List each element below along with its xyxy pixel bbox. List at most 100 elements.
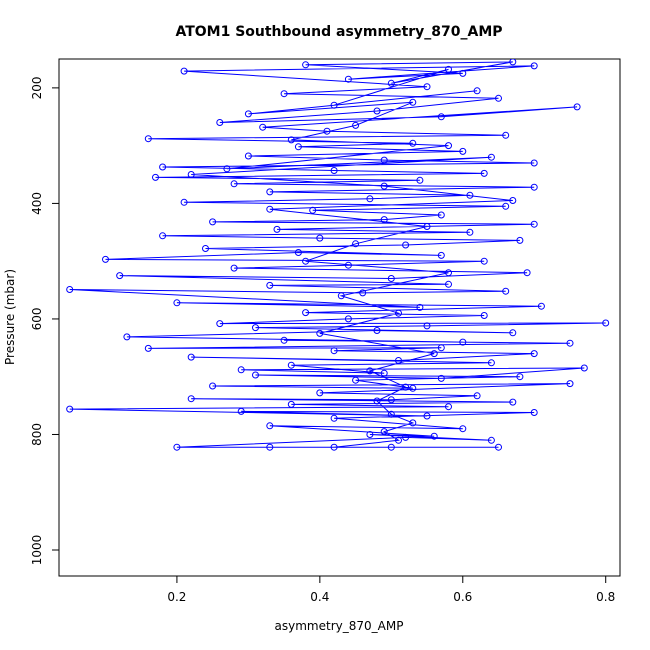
data-point: [216, 119, 224, 126]
data-point: [530, 62, 538, 70]
data-point: [330, 167, 338, 174]
data-point: [230, 264, 238, 272]
data-point: [416, 303, 424, 311]
data-point: [487, 436, 495, 444]
data-point: [359, 289, 367, 297]
data-point: [437, 251, 445, 259]
y-axis-label: Pressure (mbar): [3, 269, 17, 365]
data-point: [330, 101, 338, 109]
data-point: [266, 188, 274, 196]
data-point: [187, 353, 195, 361]
data-point: [352, 376, 360, 384]
data-point: [430, 432, 438, 440]
data-point: [330, 414, 338, 422]
data-point: [287, 361, 295, 369]
data-point: [144, 135, 152, 143]
data-layer: [66, 59, 610, 451]
y-tick-label: 600: [30, 307, 44, 330]
data-point: [237, 407, 245, 415]
data-point: [416, 176, 424, 184]
data-point: [230, 180, 238, 188]
data-point: [273, 225, 281, 233]
data-point: [409, 419, 417, 427]
data-point: [409, 139, 417, 147]
data-point: [473, 87, 481, 95]
x-tick-label: 0.2: [167, 590, 186, 604]
data-point: [459, 425, 467, 433]
data-point: [487, 359, 495, 367]
data-point: [173, 443, 181, 451]
x-axis-label: asymmetry_870_AMP: [275, 619, 404, 633]
series-line: [69, 61, 606, 448]
data-point: [380, 428, 388, 436]
data-point: [509, 398, 517, 406]
data-point: [480, 169, 488, 177]
data-point: [323, 127, 331, 135]
data-point: [159, 163, 167, 171]
data-point: [337, 292, 345, 300]
data-point: [302, 309, 310, 317]
data-point: [502, 202, 510, 210]
data-point: [209, 382, 217, 390]
data-point: [280, 336, 288, 344]
data-point: [294, 249, 302, 256]
data-point: [445, 403, 452, 411]
data-point: [423, 83, 431, 91]
data-point: [252, 324, 259, 332]
data-point: [366, 431, 374, 438]
data-point: [316, 234, 324, 242]
data-point: [316, 389, 324, 397]
data-point: [380, 182, 388, 190]
data-point: [523, 269, 531, 277]
y-tick-label: 1000: [30, 535, 44, 566]
data-point: [445, 280, 452, 288]
data-point: [216, 320, 224, 328]
data-point: [159, 232, 167, 240]
data-point: [502, 287, 510, 295]
data-point: [309, 206, 317, 214]
data-point: [530, 183, 538, 191]
data-point: [266, 205, 274, 213]
data-point: [395, 436, 402, 444]
data-point: [366, 367, 374, 375]
data-point: [395, 357, 402, 364]
data-point: [409, 384, 417, 392]
data-point: [266, 422, 274, 430]
data-point: [402, 433, 410, 441]
data-point: [373, 327, 381, 334]
data-point: [387, 443, 395, 451]
data-point: [445, 65, 452, 73]
data-point: [237, 366, 245, 374]
data-point: [387, 79, 395, 87]
data-point: [423, 322, 431, 330]
data-point: [530, 409, 538, 416]
data-point: [187, 395, 195, 403]
data-point: [516, 236, 524, 244]
data-point: [566, 339, 574, 347]
data-point: [466, 191, 474, 199]
data-point: [495, 94, 502, 102]
data-point: [180, 198, 188, 206]
data-point: [459, 69, 467, 77]
data-point: [302, 61, 310, 69]
data-point: [244, 110, 252, 118]
data-point: [580, 364, 588, 372]
data-point: [509, 329, 517, 337]
data-point: [366, 195, 374, 203]
data-point: [380, 369, 388, 377]
data-point: [344, 75, 352, 83]
data-point: [259, 123, 267, 131]
x-tick-label: 0.4: [310, 590, 329, 604]
data-point: [509, 59, 517, 66]
data-point: [509, 197, 517, 204]
data-point: [502, 131, 510, 139]
data-point: [66, 405, 74, 413]
data-point: [266, 443, 274, 451]
data-point: [287, 400, 295, 408]
x-axis: 0.2 0.4 0.6 0.8: [167, 575, 615, 604]
data-point: [530, 220, 538, 228]
data-point: [530, 159, 538, 167]
data-point: [480, 312, 488, 319]
data-point: [380, 156, 388, 164]
